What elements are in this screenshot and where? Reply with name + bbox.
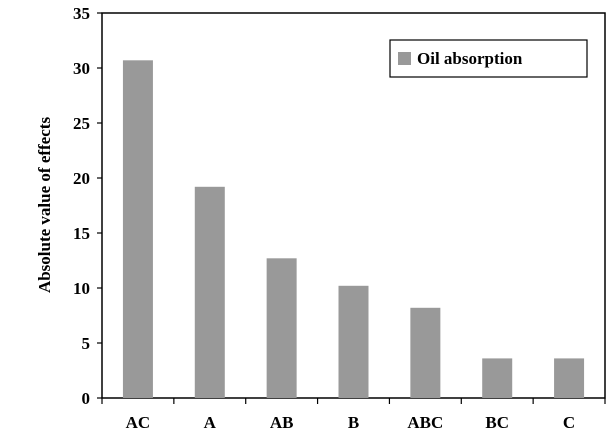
y-axis: 0 5 10 15 20 25 30 35 <box>73 4 102 408</box>
legend: Oil absorption <box>389 39 588 78</box>
y-tick-label: 5 <box>82 334 91 353</box>
bars <box>122 60 585 399</box>
x-tick-label: AB <box>270 413 294 432</box>
bar-b <box>338 285 369 398</box>
y-tick-label: 0 <box>82 389 91 408</box>
bar-c <box>554 358 585 398</box>
y-axis-label: Absolute value of effects <box>35 117 54 293</box>
legend-label: Oil absorption <box>417 49 523 68</box>
x-axis: AC A AB B ABC BC C <box>101 398 606 432</box>
bar-ac <box>122 60 153 399</box>
legend-swatch <box>398 52 411 65</box>
bar-bc <box>482 358 513 398</box>
y-tick-label: 15 <box>73 224 90 243</box>
legend-box <box>389 39 588 78</box>
x-tick-label: B <box>348 413 359 432</box>
y-tick-label: 20 <box>73 169 90 188</box>
x-tick-label: A <box>204 413 217 432</box>
bar-a <box>194 186 225 398</box>
y-tick-label: 35 <box>73 4 90 23</box>
x-tick-label: C <box>563 413 575 432</box>
y-tick-label: 10 <box>73 279 90 298</box>
y-tick-label: 25 <box>73 114 90 133</box>
bar-abc <box>410 307 441 398</box>
x-tick-label: ABC <box>407 413 443 432</box>
x-tick-label: AC <box>126 413 151 432</box>
y-tick-label: 30 <box>73 59 90 78</box>
x-tick-label: BC <box>485 413 509 432</box>
bar-ab <box>266 258 297 398</box>
